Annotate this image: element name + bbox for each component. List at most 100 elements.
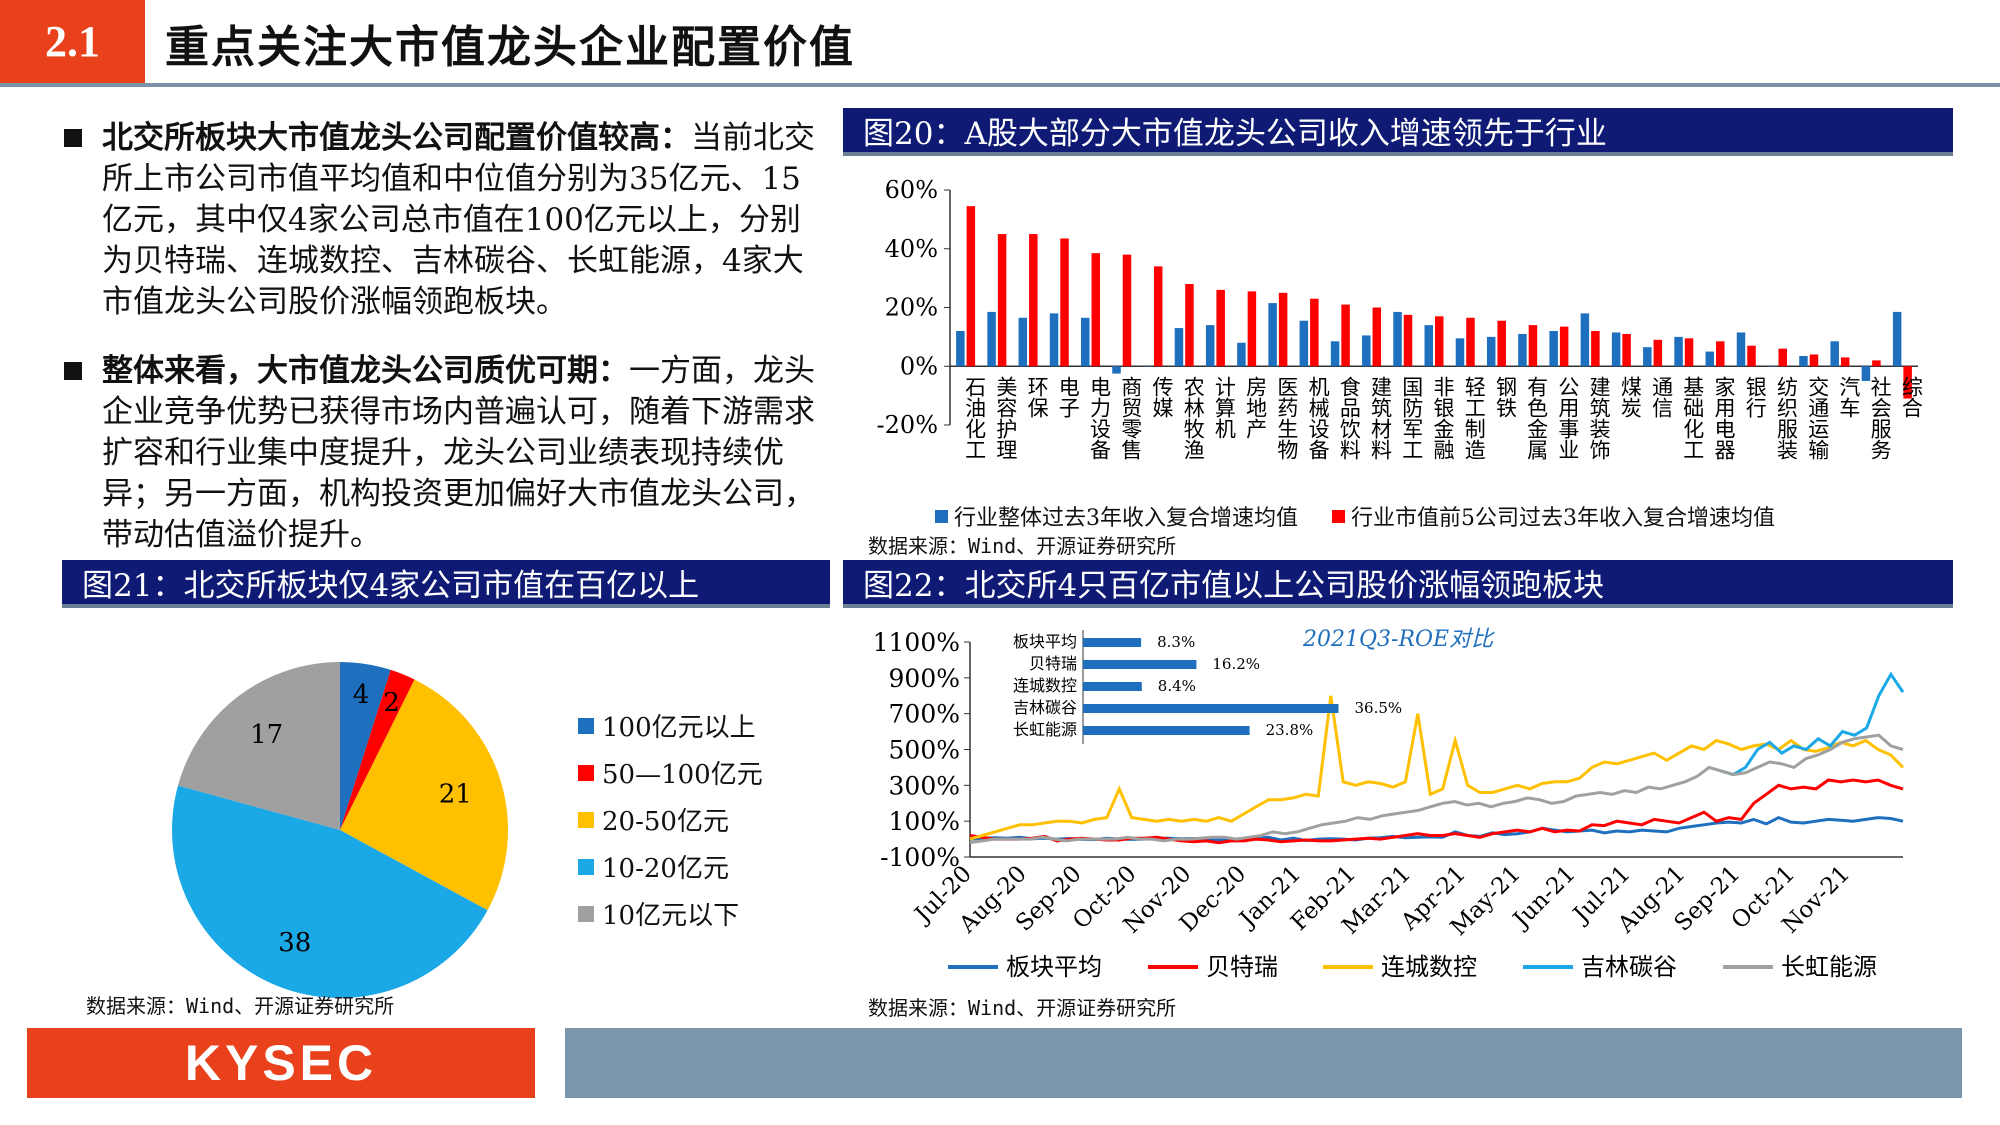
inset-value-label: 23.8% [1266, 721, 1314, 739]
bar-top5 [1029, 234, 1038, 367]
bar-top5 [1809, 354, 1819, 367]
bar-industry [1268, 303, 1277, 367]
fig21-legend: 100亿元以上 50—100亿元 20-50亿元 10-20亿元 10亿元以下 [578, 702, 763, 937]
bullet-item: 整体来看，大市值龙头公司质优可期：一方面，龙头企业竞争优势已获得市场内普遍认可，… [62, 351, 822, 556]
legend-label: 50—100亿元 [602, 760, 763, 790]
bullet-heading: 北交所板块大市值龙头公司配置价值较高： [102, 120, 691, 156]
legend-label: 10亿元以下 [602, 901, 740, 931]
legend-swatch [578, 905, 594, 922]
x-category-label: 机械设备 [1306, 376, 1330, 460]
bullet-square-icon [64, 129, 82, 147]
legend-item: 10亿元以下 [578, 890, 763, 937]
x-category-label: 通信 [1650, 376, 1674, 418]
bar-top5 [1840, 357, 1850, 367]
bar-top5 [1341, 304, 1350, 367]
bar-top5 [1466, 317, 1475, 367]
x-category-label: 交通运输 [1806, 376, 1830, 460]
bar-industry [1174, 328, 1184, 367]
bar-top5 [1653, 339, 1663, 367]
legend-item: 100亿元以上 [578, 702, 763, 749]
bullet-list: 北交所板块大市值龙头公司配置价值较高：当前北交所上市公司市值平均值和中位值分别为… [62, 118, 822, 584]
legend-swatch [578, 717, 594, 734]
legend-item: 行业整体过去3年收入复合增速均值 [935, 500, 1298, 532]
bar-top5 [1153, 266, 1163, 367]
inset-category-label: 长虹能源 [1013, 720, 1077, 739]
bar-industry [1455, 338, 1465, 367]
x-category-label: 电力设备 [1088, 376, 1112, 460]
y-tick-label: 1100% [873, 628, 960, 657]
x-category-label: 钢铁 [1493, 376, 1517, 418]
legend-item: 20-50亿元 [578, 796, 763, 843]
y-tick-label: -100% [880, 843, 960, 872]
bar-industry [1518, 333, 1527, 367]
y-tick-label: 700% [889, 700, 960, 729]
x-category-label: 电子 [1056, 376, 1080, 418]
x-category-label: 家用电器 [1712, 376, 1736, 460]
x-category-label: 石油化工 [963, 376, 987, 460]
pie-slice [178, 662, 340, 830]
x-category-label: 有色金属 [1525, 376, 1549, 461]
inset-value-label: 16.2% [1212, 655, 1260, 673]
title-divider [0, 83, 2000, 87]
bar-top5 [1122, 254, 1132, 367]
bar-top5 [1903, 366, 1912, 399]
y-tick-label: 900% [889, 664, 960, 693]
bar-industry [1362, 335, 1371, 367]
inset-category-label: 连城数控 [1013, 676, 1077, 695]
section-number: 2.1 [0, 0, 145, 83]
bar-industry [1861, 366, 1871, 381]
footer-bar [565, 1028, 1962, 1098]
bar-top5 [1684, 338, 1694, 367]
x-category-label: 农林牧渔 [1181, 376, 1205, 460]
y-tick-label: 300% [889, 771, 960, 800]
pie-slice [171, 785, 488, 999]
bar-industry [1799, 355, 1808, 367]
bar-top5 [1372, 307, 1382, 367]
bar-industry [1580, 313, 1590, 367]
x-category-label: 房地产 [1244, 376, 1268, 439]
bar-industry [1330, 341, 1340, 367]
bar-top5 [1310, 298, 1319, 367]
legend-label: 20-50亿元 [602, 807, 729, 837]
series-line [969, 695, 1905, 841]
bar-industry [1143, 366, 1152, 367]
legend-item: 10-20亿元 [578, 843, 763, 890]
fig21-title-bar: 图21：北交所板块仅4家公司市值在百亿以上 [62, 560, 830, 608]
bar-industry [1486, 336, 1496, 367]
x-category-label: 汽车 [1837, 376, 1861, 418]
legend-label: 100亿元以上 [602, 713, 756, 743]
pie-value-label: 4 [353, 680, 370, 710]
legend-label: 行业市值前5公司过去3年收入复合增速均值 [1351, 506, 1775, 531]
series-line [969, 733, 1904, 845]
fig21-source: 数据来源：Wind、开源证券研究所 [86, 994, 395, 1018]
bar-top5 [1716, 341, 1725, 367]
inset-bar [1083, 660, 1197, 669]
legend-label: 长虹能源 [1781, 953, 1877, 981]
x-category-label: 传媒 [1150, 376, 1174, 418]
bar-industry [1018, 317, 1028, 367]
y-tick-label: -20% [877, 411, 938, 439]
bar-top5 [1091, 253, 1101, 367]
inset-bar [1083, 638, 1142, 647]
y-tick-label: 0% [900, 352, 938, 380]
fig22-line-chart: 1100%900%700%500%300%100%-100%Jul-20Aug-… [873, 627, 1905, 981]
bar-industry [1112, 366, 1121, 374]
y-tick-label: 20% [885, 294, 938, 322]
x-category-label: 轻工制造 [1462, 376, 1486, 460]
pie-slice [340, 669, 415, 830]
legend-label: 行业整体过去3年收入复合增速均值 [954, 506, 1298, 531]
pie-slice [340, 679, 508, 911]
bar-top5 [1622, 333, 1631, 367]
inset-value-label: 8.3% [1157, 633, 1195, 651]
legend-label: 吉林碳谷 [1581, 953, 1677, 981]
bar-industry [1767, 366, 1777, 367]
x-category-label: 商贸零售 [1119, 376, 1143, 460]
series-line [1720, 671, 1905, 777]
y-tick-label: 500% [889, 736, 960, 765]
bar-top5 [1060, 238, 1069, 367]
fig20-bar-chart: 60% 40% 20% 0% -20% 石油化工 美容护理 环保 电子 电力设备 商贸零售 传媒 农林牧… [877, 176, 1924, 462]
bar-top5 [1591, 331, 1600, 367]
bar-top5 [1185, 284, 1194, 367]
legend-swatch [578, 858, 594, 875]
legend-label: 贝特瑞 [1206, 953, 1278, 981]
